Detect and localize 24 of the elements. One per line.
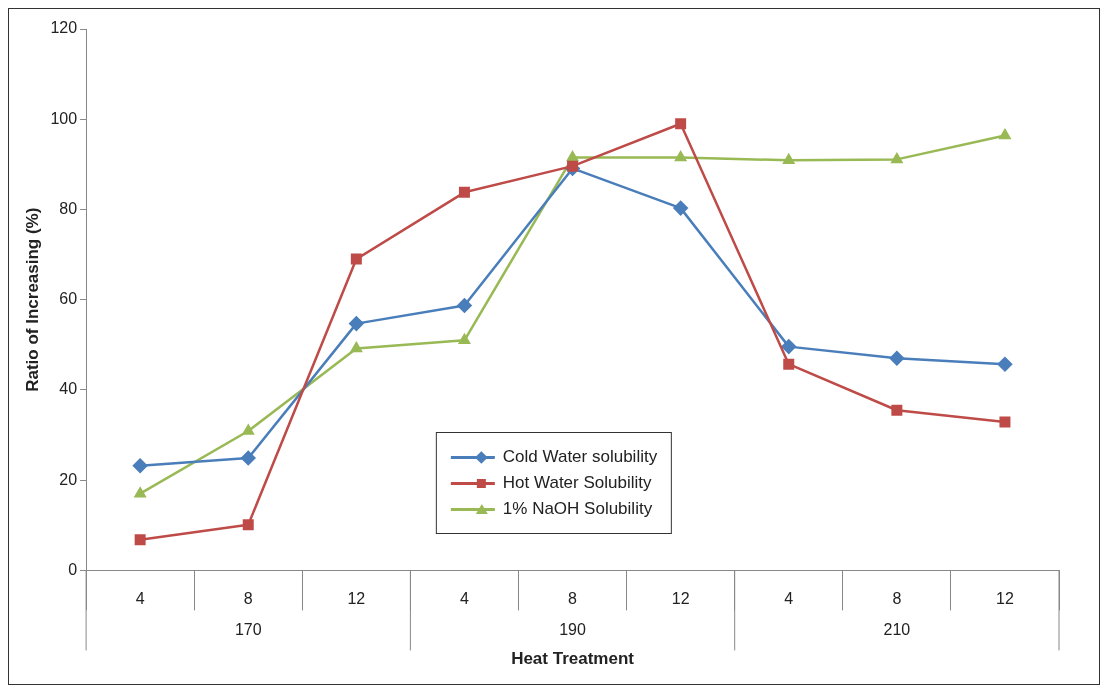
y-tick-label: 0 xyxy=(68,560,78,578)
text: 190 xyxy=(559,620,586,638)
x-tick-label: 4 xyxy=(784,590,794,608)
y-tick-label: 80 xyxy=(59,199,78,217)
y-tick-label: 100 xyxy=(50,109,78,127)
x-tick-label: 4 xyxy=(459,590,469,608)
text: 170 xyxy=(234,620,262,638)
legend-label: Hot Water Solubility xyxy=(502,473,652,493)
legend-label: 1% NaOH Solubility xyxy=(502,499,653,519)
y-tick-label: 40 xyxy=(59,380,78,398)
legend-label: Cold Water solubility xyxy=(502,447,658,467)
x-tick-label: 8 xyxy=(892,590,902,608)
y-axis-title: Ratio of Increasing (%) xyxy=(22,207,42,392)
x-tick-label: 4 xyxy=(135,590,145,608)
x-tick-label: 12 xyxy=(671,590,690,608)
y-tick-label: 20 xyxy=(59,470,78,488)
x-axis-title: Heat Treatment xyxy=(511,649,635,669)
x-tick-label: 8 xyxy=(243,590,253,608)
y-tick-label: 60 xyxy=(59,290,78,308)
text: 210 xyxy=(883,620,911,638)
x-tick-label: 12 xyxy=(347,590,366,608)
y-tick-label: 120 xyxy=(50,19,78,37)
x-tick-label: 12 xyxy=(996,590,1014,608)
x-tick-label: 8 xyxy=(568,590,578,608)
